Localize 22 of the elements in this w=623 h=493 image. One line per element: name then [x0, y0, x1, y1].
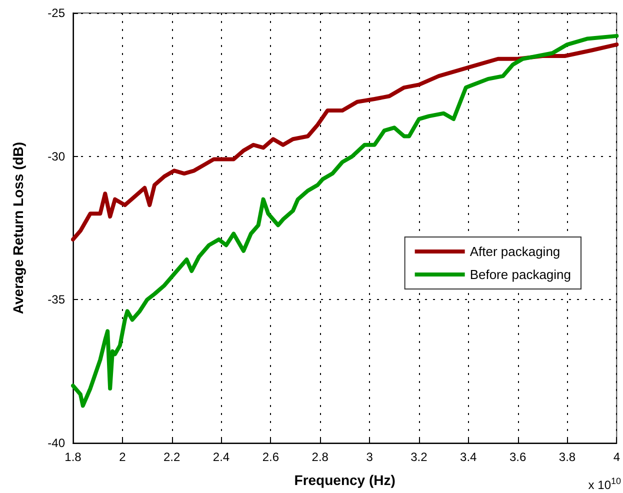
- x-tick-label: 2: [119, 450, 126, 464]
- x-tick-label: 3.2: [410, 450, 428, 464]
- x-tick-label: 3.6: [509, 450, 526, 464]
- legend-label: After packaging: [470, 244, 560, 259]
- legend-label: Before packaging: [470, 267, 572, 282]
- y-tick-label: -35: [48, 292, 66, 307]
- line-series: [71, 42, 619, 242]
- line-series: [71, 34, 619, 408]
- x-tick-label: 2.6: [262, 450, 280, 464]
- x-tick-label: 3.8: [558, 450, 576, 464]
- x-tick-label: 2.2: [164, 450, 181, 464]
- y-tick-label: -25: [48, 6, 66, 20]
- x-tick-label: 2.8: [312, 450, 329, 464]
- x-tick-label: 4: [613, 450, 620, 464]
- x-axis-title: Frequency (Hz): [294, 472, 396, 488]
- x-tick-label: 1.8: [64, 450, 82, 464]
- x-tick-label: 3.4: [460, 450, 478, 464]
- x-tick-label: 2.4: [212, 450, 230, 464]
- x-tick-label: 3: [366, 450, 374, 464]
- y-tick-label: -30: [48, 149, 66, 164]
- y-tick-label: -40: [48, 436, 66, 450]
- y-axis-title: Average Return Loss (dB): [10, 142, 26, 314]
